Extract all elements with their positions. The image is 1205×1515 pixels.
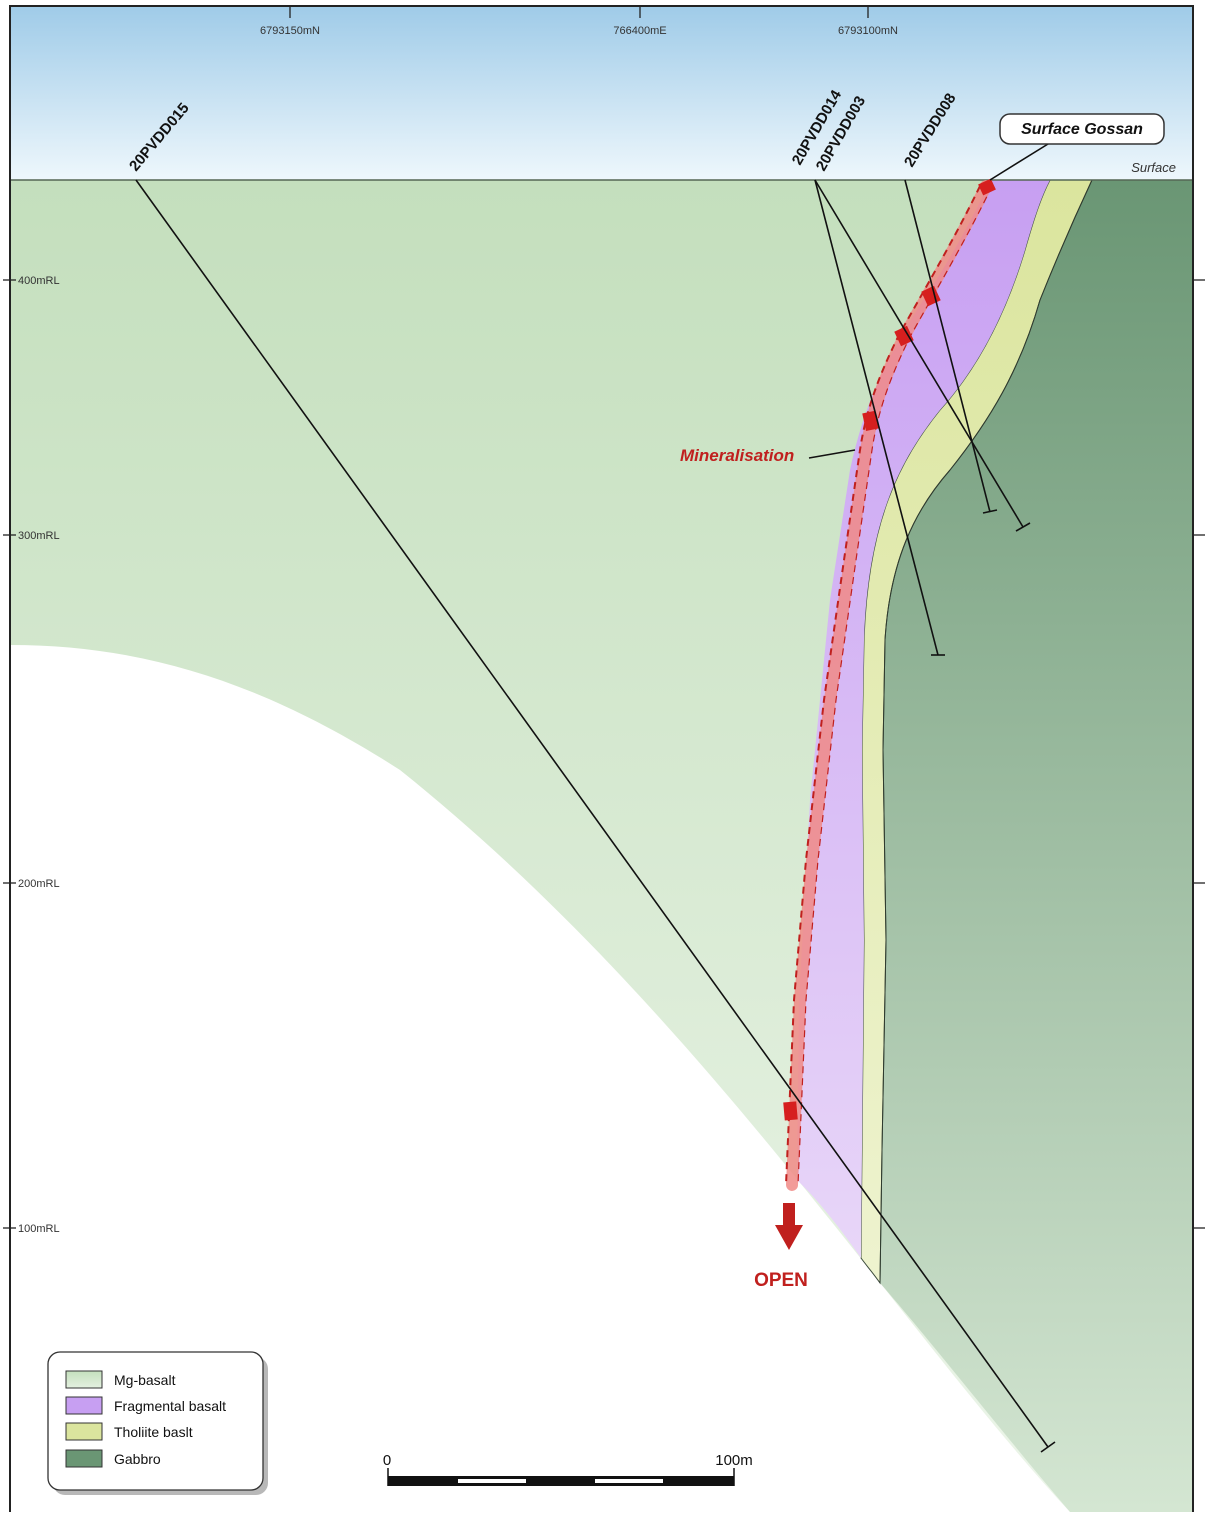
legend-label-mg-basalt: Mg-basalt [114, 1372, 176, 1388]
level-ticks [3, 279, 1205, 1229]
drill-traces [135, 179, 1056, 1453]
drill-trace-20PVDD003 [814, 179, 1024, 528]
drill-trace-20PVDD014 [814, 179, 939, 656]
level-label-300: 300mRL [18, 530, 60, 542]
frame [9, 5, 1194, 1512]
sky-band [10, 6, 1193, 180]
surface-gossan-label: Surface Gossan [1021, 121, 1143, 138]
grid-label-easting: 766400mE [613, 25, 666, 37]
level-label-100: 100mRL [18, 1223, 60, 1235]
surface-label: Surface [1131, 160, 1176, 175]
mineralisation-label: Mineralisation [680, 446, 794, 465]
open-arrow [775, 1203, 803, 1250]
legend-swatch-fragmental-basalt [65, 1396, 103, 1415]
legend-swatch-gabbro [65, 1449, 103, 1468]
mineralisation-leader [808, 449, 856, 459]
legend-label-gabbro: Gabbro [114, 1451, 161, 1467]
scale-end-label: 100m [715, 1452, 753, 1469]
legend-swatch-tholiite-basalt [65, 1422, 103, 1441]
scale-bar: 0 100m [383, 1452, 753, 1486]
legend-swatch-mg-basalt [65, 1370, 103, 1389]
mineralisation-outline [785, 185, 981, 1186]
level-label-200: 200mRL [18, 878, 60, 890]
level-label-400: 400mRL [18, 275, 60, 287]
legend: Mg-basalt Fragmental basalt Tholiite bas… [47, 1351, 268, 1495]
drill-trace-20PVDD015 [135, 179, 1049, 1448]
mineralisation-outline [797, 185, 993, 1186]
drill-trace-20PVDD008 [904, 179, 991, 513]
gossan-leader [989, 143, 1049, 181]
legend-label-tholiite-basalt: Tholiite baslt [114, 1424, 193, 1440]
legend-label-fragmental-basalt: Fragmental basalt [114, 1398, 226, 1414]
contact-line [879, 179, 1093, 1284]
scale-start-label: 0 [383, 1452, 391, 1469]
grid-label-northing-1: 6793150mN [260, 25, 320, 37]
gabbro-unit [880, 180, 1193, 1512]
grid-label-northing-2: 6793100mN [838, 25, 898, 37]
open-label: OPEN [754, 1270, 808, 1291]
surface-gossan-box [999, 113, 1165, 145]
